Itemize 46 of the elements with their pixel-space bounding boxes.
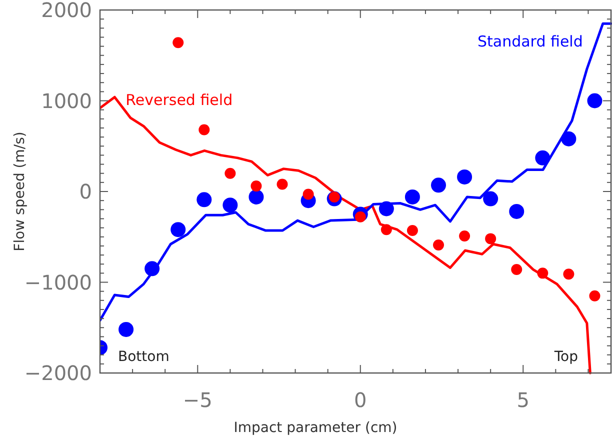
point — [276, 178, 288, 190]
point — [302, 188, 314, 200]
point — [459, 230, 470, 242]
point — [170, 222, 186, 238]
point — [406, 225, 418, 236]
line-series — [100, 96, 592, 374]
point — [222, 198, 238, 213]
annotation: Bottom — [118, 349, 170, 365]
annotation: Top — [553, 349, 578, 365]
point — [509, 204, 524, 219]
point — [196, 192, 212, 208]
series-label: Standard field — [477, 32, 583, 51]
y-tick-label: 0 — [79, 180, 92, 204]
point — [457, 169, 472, 184]
point — [378, 201, 394, 216]
point — [561, 131, 576, 146]
point — [144, 261, 160, 276]
line-series — [100, 22, 612, 322]
point — [485, 233, 496, 244]
point — [198, 124, 210, 136]
x-tick-label: 0 — [354, 388, 367, 412]
point — [537, 268, 548, 279]
y-tick-label: −2000 — [24, 361, 92, 385]
y-tick-label: 1000 — [41, 88, 92, 113]
series-label: Reversed field — [126, 91, 233, 110]
y-tick-label: 2000 — [41, 0, 92, 22]
point — [563, 268, 574, 280]
point — [589, 290, 600, 302]
point — [248, 189, 264, 204]
point — [483, 191, 498, 206]
x-tick-label: 5 — [516, 388, 530, 412]
x-tick-label: −5 — [182, 388, 212, 412]
point — [224, 168, 236, 179]
x-axis-title: Impact parameter (cm) — [234, 420, 398, 436]
point — [404, 189, 420, 204]
point — [172, 37, 184, 48]
point — [118, 322, 134, 337]
point — [511, 264, 522, 276]
point — [535, 150, 550, 166]
y-axis-title: Flow speed (m/s) — [12, 132, 28, 252]
point — [587, 93, 602, 108]
point — [250, 180, 262, 192]
point — [380, 224, 392, 236]
point — [432, 240, 444, 251]
y-tick-label: −1000 — [24, 270, 92, 294]
point — [430, 178, 446, 193]
